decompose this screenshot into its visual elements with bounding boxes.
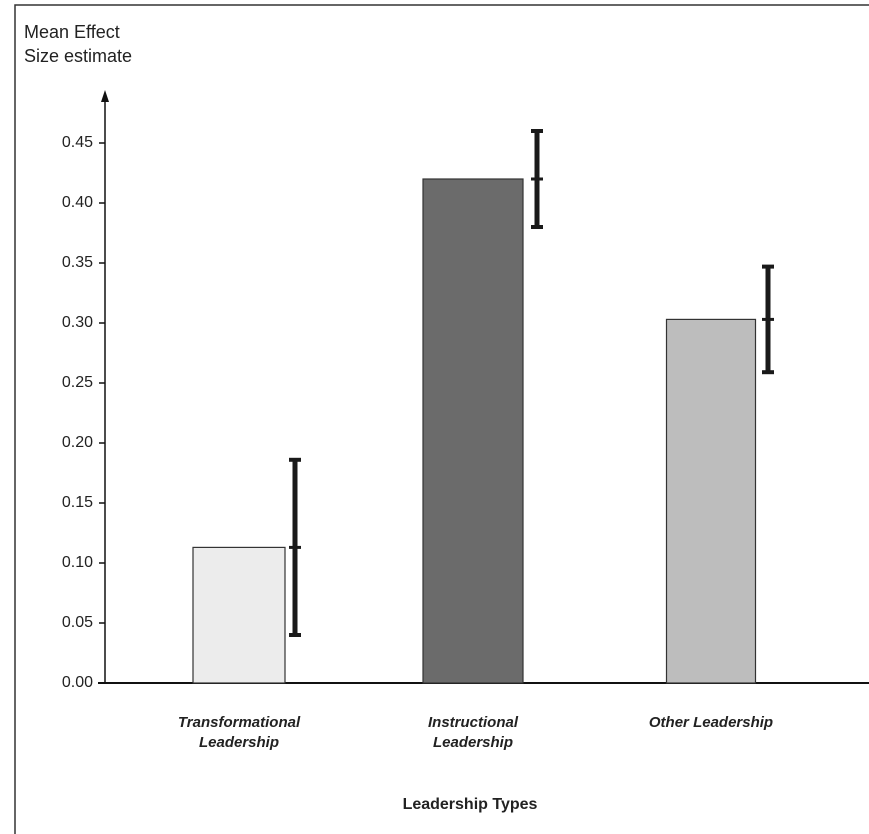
bar	[192, 546, 286, 684]
bar	[422, 178, 524, 684]
y-tick-label: 0.40	[62, 194, 93, 211]
y-tick-label: 0.35	[62, 254, 93, 271]
x-tick-label: Instructional Leadership	[427, 714, 518, 751]
x-tick-label: Transformational Leadership	[177, 714, 301, 751]
y-tick-label: 0.25	[62, 374, 93, 391]
bar	[665, 318, 757, 684]
x-axis-label: Leadership Types	[402, 796, 538, 813]
x-tick-label: Other Leadership	[648, 714, 774, 731]
y-tick-label: 0.00	[62, 674, 93, 691]
y-tick-label: 0.10	[62, 554, 93, 571]
y-tick-label: 0.30	[62, 314, 93, 331]
y-tick-label: 0.45	[62, 134, 93, 151]
y-tick-label: 0.05	[62, 614, 93, 631]
y-axis-arrow	[101, 90, 109, 102]
frame	[14, 4, 869, 834]
y-axis-label: Mean Effect Size estimate	[24, 22, 133, 66]
y-tick-label: 0.15	[62, 494, 93, 511]
y-tick-label: 0.20	[62, 434, 93, 451]
